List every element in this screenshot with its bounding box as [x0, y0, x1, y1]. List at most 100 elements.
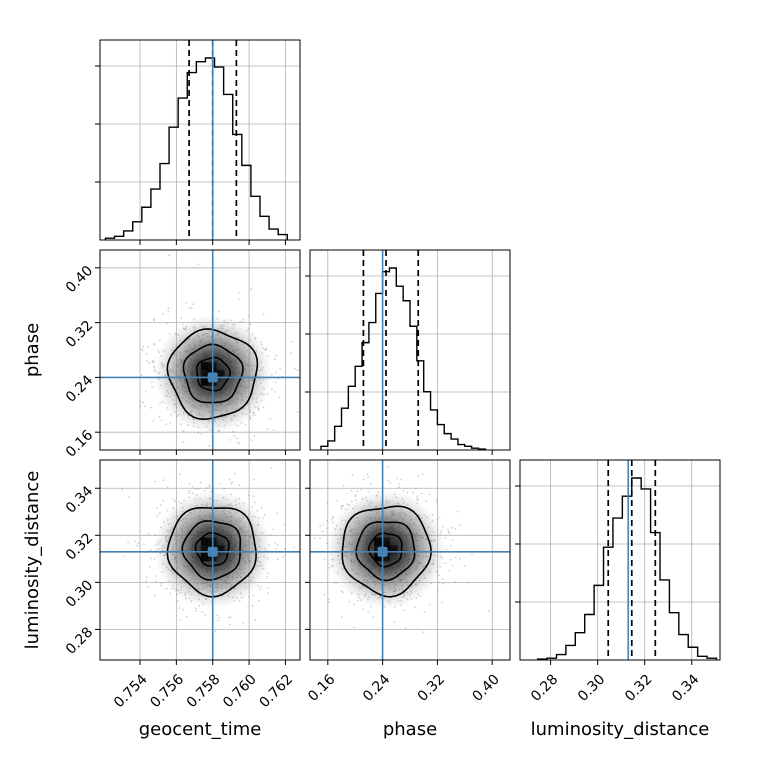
x-tick-label-luminosity_distance-0: 0.28 [528, 671, 561, 704]
scatter-point [348, 600, 351, 603]
scatter-point [248, 596, 251, 598]
panel-2d-geocent_time-vs-luminosity_distance [100, 460, 300, 660]
scatter-point [274, 371, 277, 374]
scatter-point [237, 291, 240, 294]
scatter-point [187, 492, 190, 494]
scatter-point [241, 321, 244, 323]
frame-hist-phase [309, 249, 511, 451]
scatter-point [352, 603, 355, 606]
scatter-point [152, 359, 155, 362]
scatter-point [458, 524, 461, 527]
scatter-point [145, 576, 148, 579]
scatter-point [451, 526, 453, 529]
scatter-point [449, 558, 452, 561]
scatter-point [274, 542, 277, 544]
scatter-point [150, 406, 153, 409]
scatter-point [444, 537, 447, 539]
scatter-point [156, 349, 159, 352]
scatter-point [459, 557, 461, 560]
scatter-point [293, 546, 295, 548]
scatter-point [351, 474, 354, 476]
histogram-luminosity_distance [536, 477, 718, 660]
scatter-point [174, 500, 177, 503]
scatter-point [165, 423, 167, 426]
scatter-point [322, 523, 325, 526]
scatter-point [167, 307, 170, 310]
scatter-point [250, 439, 253, 441]
scatter-point [455, 556, 457, 559]
x-tick-label-geocent_time-2: 0.758 [184, 671, 224, 711]
frame-2d-geocent_time-vs-phase [99, 249, 301, 451]
scatter-point [259, 470, 261, 472]
scatter-point [247, 494, 250, 497]
scatter-point [402, 609, 405, 611]
scatter-point [437, 589, 439, 592]
scatter-point [454, 581, 456, 584]
scatter-point [340, 616, 343, 619]
scatter-point [278, 396, 280, 399]
scatter-point [152, 361, 155, 364]
scatter-point [208, 484, 210, 486]
scatter-point [218, 616, 221, 619]
scatter-point [199, 481, 202, 484]
scatter-point [326, 519, 329, 522]
scatter-point [179, 619, 182, 621]
scatter-point [197, 487, 200, 490]
scatter-point [417, 474, 420, 477]
scatter-point [150, 549, 153, 551]
scatter-point [151, 360, 154, 363]
scatter-point [160, 419, 163, 422]
scatter-point [153, 344, 156, 346]
scatter-point [332, 516, 335, 519]
scatter-point [274, 391, 276, 393]
scatter-point [414, 606, 417, 609]
scatter-point [156, 515, 159, 518]
scatter-point [267, 592, 269, 595]
scatter-point [190, 307, 193, 310]
scatter-point [294, 367, 296, 370]
scatter-point [137, 542, 140, 545]
scatter-point [155, 580, 158, 583]
scatter-point [145, 580, 148, 583]
y-tick-label-phase-3: 0.40 [63, 263, 96, 296]
scatter-point [422, 631, 425, 634]
scatter-point [319, 525, 321, 527]
scatter-point [178, 473, 181, 475]
scatter-point [436, 498, 438, 501]
frame-2d-phase-vs-luminosity_distance [309, 459, 511, 661]
scatter-point [154, 575, 157, 577]
scatter-point [160, 584, 163, 587]
scatter-point [463, 565, 466, 567]
scatter-point [260, 585, 262, 588]
scatter-point [321, 530, 324, 533]
scatter-point [252, 495, 255, 497]
scatter-point [452, 565, 454, 567]
scatter-point [441, 601, 443, 604]
scatter-point [447, 528, 449, 531]
scatter-point [336, 499, 338, 502]
scatter-point [252, 594, 255, 597]
scatter-point [208, 445, 211, 447]
scatter-point [158, 339, 161, 342]
scatter-point [159, 504, 162, 506]
scatter-point [127, 541, 130, 544]
scatter-point [216, 614, 219, 617]
scatter-point [340, 507, 343, 510]
scatter-point [327, 598, 330, 601]
scatter-point [487, 610, 490, 613]
scatter-point [214, 630, 217, 633]
scatter-point [341, 591, 344, 594]
scatter-point [262, 313, 265, 316]
y-tick-label-phase-2: 0.32 [63, 318, 96, 351]
scatter-point [269, 534, 272, 537]
y-tick-label-phase-0: 0.16 [63, 427, 96, 460]
scatter-point [323, 558, 326, 561]
scatter-point [438, 581, 440, 584]
scatter-point [372, 616, 375, 618]
scatter-point [229, 616, 232, 619]
scatter-point [441, 578, 444, 580]
scatter-point [270, 388, 273, 390]
scatter-point [248, 315, 250, 318]
scatter-point [147, 361, 150, 364]
scatter-point [250, 288, 253, 290]
